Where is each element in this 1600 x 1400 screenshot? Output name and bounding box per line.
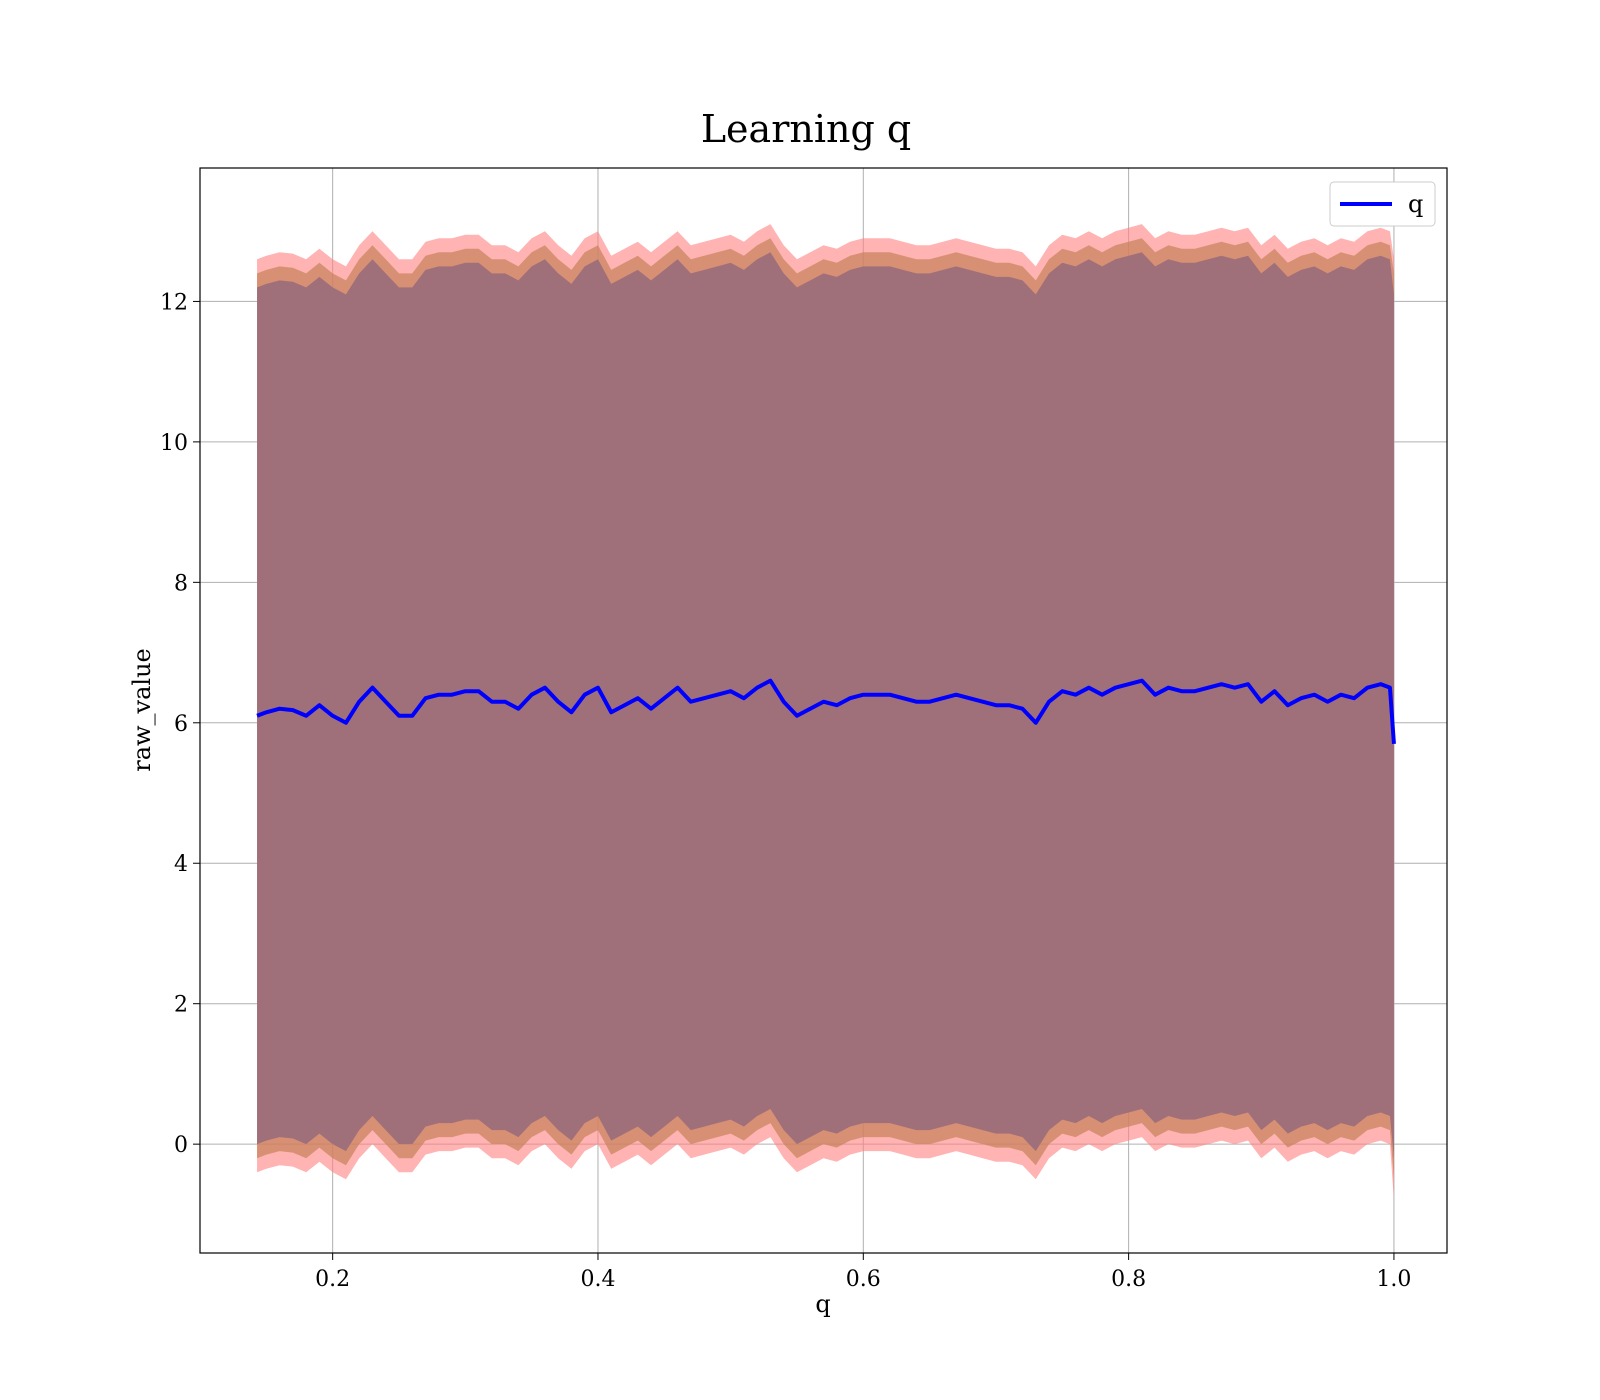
- x-axis-label: q: [815, 1290, 830, 1318]
- confidence-bands: [257, 224, 1394, 1201]
- x-tick-label: 0.2: [315, 1267, 350, 1292]
- y-tick-label: 4: [174, 852, 188, 877]
- y-tick-label: 6: [174, 712, 188, 737]
- y-tick-label: 12: [160, 290, 188, 315]
- y-axis-ticks: 0 2 4 6 8 10 12: [160, 290, 200, 1158]
- y-axis-label: raw_value: [128, 648, 156, 772]
- y-tick-label: 0: [174, 1133, 188, 1158]
- x-tick-label: 1.0: [1376, 1267, 1411, 1292]
- x-axis-ticks: 0.2 0.4 0.6 0.8 1.0: [315, 1253, 1411, 1292]
- series-lines: [256, 678, 1396, 745]
- band-inner: [257, 252, 1394, 1159]
- y-tick-label: 10: [160, 431, 188, 456]
- plot-frame: [199, 167, 1448, 1254]
- x-tick-label: 0.6: [846, 1267, 881, 1292]
- series-line-q: [256, 678, 1396, 745]
- x-tick-label: 0.4: [580, 1267, 615, 1292]
- legend-label-q: q: [1408, 190, 1423, 218]
- x-tick-label: 0.8: [1111, 1267, 1146, 1292]
- legend: q: [1329, 181, 1436, 227]
- y-tick-label: 8: [174, 571, 188, 596]
- y-tick-label: 2: [174, 993, 188, 1018]
- chart-title: Learning q: [701, 107, 911, 151]
